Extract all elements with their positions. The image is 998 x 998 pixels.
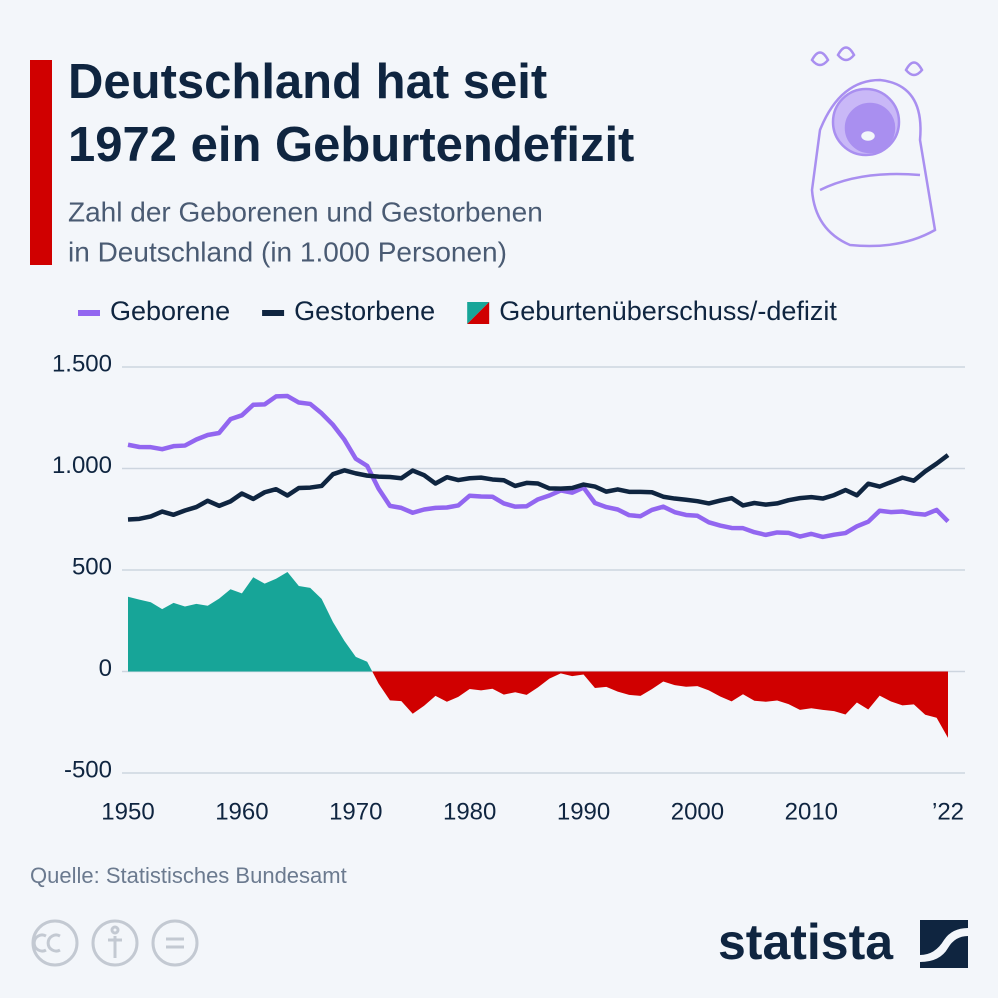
x-tick-label: 2010	[785, 798, 838, 825]
brand-logo: statista	[718, 914, 894, 970]
x-tick-label: ’22	[932, 798, 964, 825]
area	[128, 572, 948, 738]
x-tick-label: 1960	[215, 798, 268, 825]
accent-bar	[30, 60, 52, 265]
chart-subtitle: Zahl der Geborenen und Gestorbenen	[68, 196, 543, 227]
legend-label: Gestorbene	[294, 296, 435, 326]
y-tick-label: -500	[64, 756, 112, 783]
x-tick-label: 2000	[671, 798, 724, 825]
y-tick-label: 0	[99, 655, 112, 682]
x-tick-label: 1990	[557, 798, 610, 825]
line	[127, 453, 950, 522]
line	[127, 393, 950, 540]
baby-icon	[810, 46, 937, 248]
y-tick-label: 500	[72, 553, 112, 580]
y-tick-label: 1.500	[52, 350, 112, 377]
chart-subtitle: in Deutschland (in 1.000 Personen)	[68, 236, 507, 267]
license-icons	[31, 919, 199, 967]
x-tick-label: 1970	[329, 798, 382, 825]
chart-title: 1972 ein Geburtendefizit	[68, 118, 634, 172]
x-tick-label: 1980	[443, 798, 496, 825]
legend-label: Geburtenüberschuss/-defizit	[499, 296, 837, 326]
y-tick-label: 1.000	[52, 452, 112, 479]
chart-title: Deutschland hat seit	[68, 55, 547, 109]
x-tick-label: 1950	[101, 798, 154, 825]
brand-icon	[920, 920, 968, 968]
legend-label: Geborene	[110, 296, 230, 326]
legend-swatch	[467, 302, 490, 324]
source: Quelle: Statistisches Bundesamt	[30, 863, 347, 888]
